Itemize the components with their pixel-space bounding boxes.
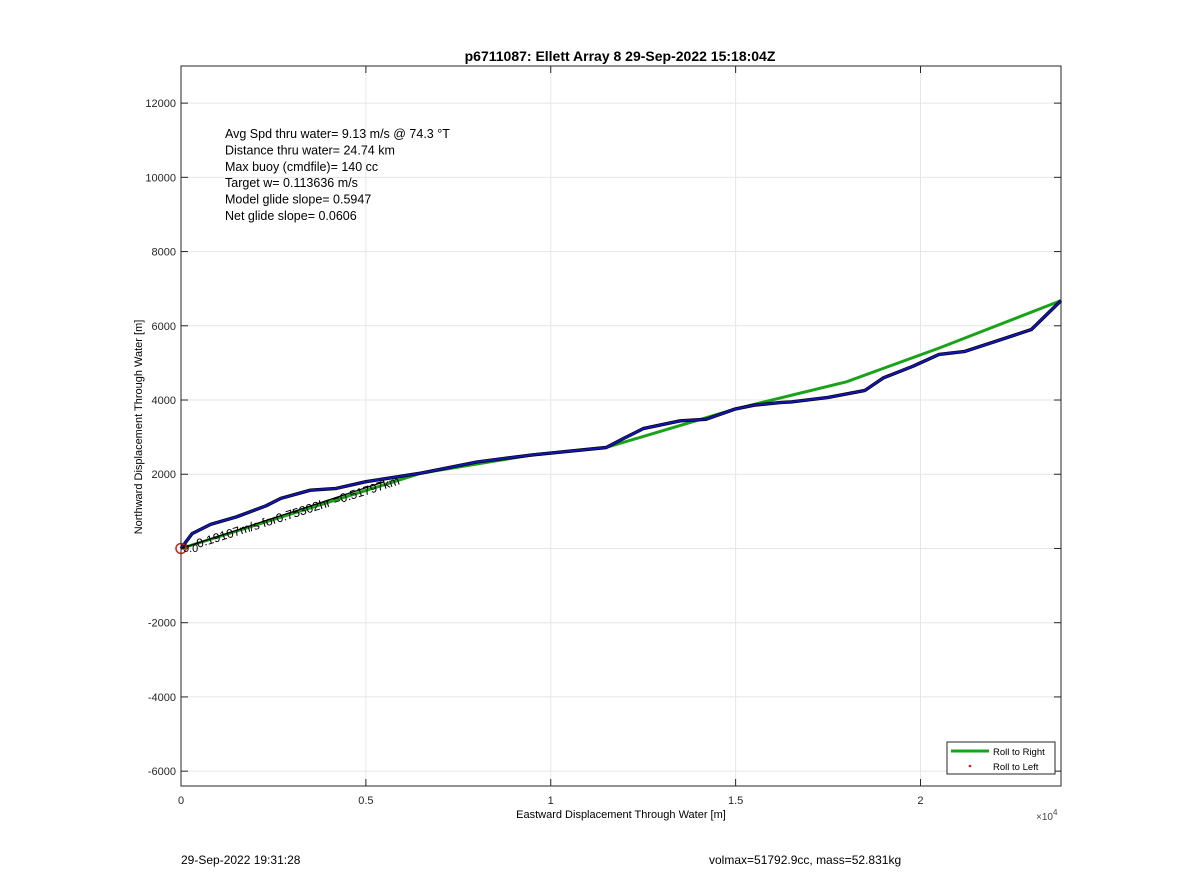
legend-label-roll-to-left: Roll to Left [993, 762, 1039, 773]
stats-annotation-line: Target w= 0.113636 m/s [225, 176, 358, 190]
surface-drift-label: 0.19107m/s for0.75302hr =0.51797km [195, 474, 402, 551]
legend-label-roll-to-right: Roll to Right [993, 747, 1045, 758]
y-tick-label: 4000 [152, 395, 176, 407]
y-tick-label: -6000 [148, 766, 176, 778]
axes-frame [180, 65, 1062, 787]
x-tick-label: 0 [178, 795, 184, 807]
y-axis-label: Northward Displacement Through Water [m] [133, 320, 145, 535]
x-axis-exponent: ×104 [1036, 808, 1058, 823]
x-tick-label: 1 [548, 795, 554, 807]
legend-swatch-roll-to-left [968, 764, 972, 768]
footer-timestamp: 29-Sep-2022 19:31:28 [181, 853, 301, 867]
stats-annotation-line: Max buoy (cmdfile)= 140 cc [225, 160, 378, 174]
y-tick-label: 6000 [152, 321, 176, 333]
legend-box [946, 741, 1056, 775]
stats-annotation-line: Avg Spd thru water= 9.13 m/s @ 74.3 °T [225, 127, 450, 141]
x-exponent-power: 4 [1053, 808, 1058, 817]
y-tick-label: -4000 [148, 692, 176, 704]
x-tick-label: 1.5 [728, 795, 743, 807]
stats-annotation-line: Model glide slope= 0.5947 [225, 193, 371, 207]
series-layer [175, 299, 1063, 555]
svg-text:×104: ×104 [1036, 808, 1058, 823]
x-exponent-base: ×10 [1036, 812, 1053, 823]
y-tick-label: 12000 [145, 98, 176, 110]
axis-ticks: 0 0.5 1 1.5 2 -6000 -4000 -2000 2000 4000 6000 8000… [145, 66, 1061, 807]
y-tick-label: 2000 [152, 469, 176, 481]
y-tick-label: -2000 [148, 618, 176, 630]
surface-drift-arrow [180, 481, 385, 550]
stats-annotation-line: Net glide slope= 0.0606 [225, 209, 357, 223]
stats-annotation-line: Distance thru water= 24.74 km [225, 143, 395, 157]
legend: Roll to Right Roll to Left [946, 741, 1056, 775]
chart-title: p6711087: Ellett Array 8 29-Sep-2022 15:… [465, 48, 776, 64]
grid [180, 66, 1061, 786]
x-tick-label: 0.5 [358, 795, 373, 807]
x-axis-label: Eastward Displacement Through Water [m] [516, 809, 726, 821]
series-track [180, 299, 1062, 550]
surface-drift-prefix: 0.0 [183, 543, 198, 555]
y-tick-label: 10000 [145, 172, 176, 184]
x-tick-label: 2 [917, 795, 923, 807]
y-tick-label: 8000 [152, 247, 176, 259]
footer-stats: volmax=51792.9cc, mass=52.831kg [709, 853, 902, 867]
